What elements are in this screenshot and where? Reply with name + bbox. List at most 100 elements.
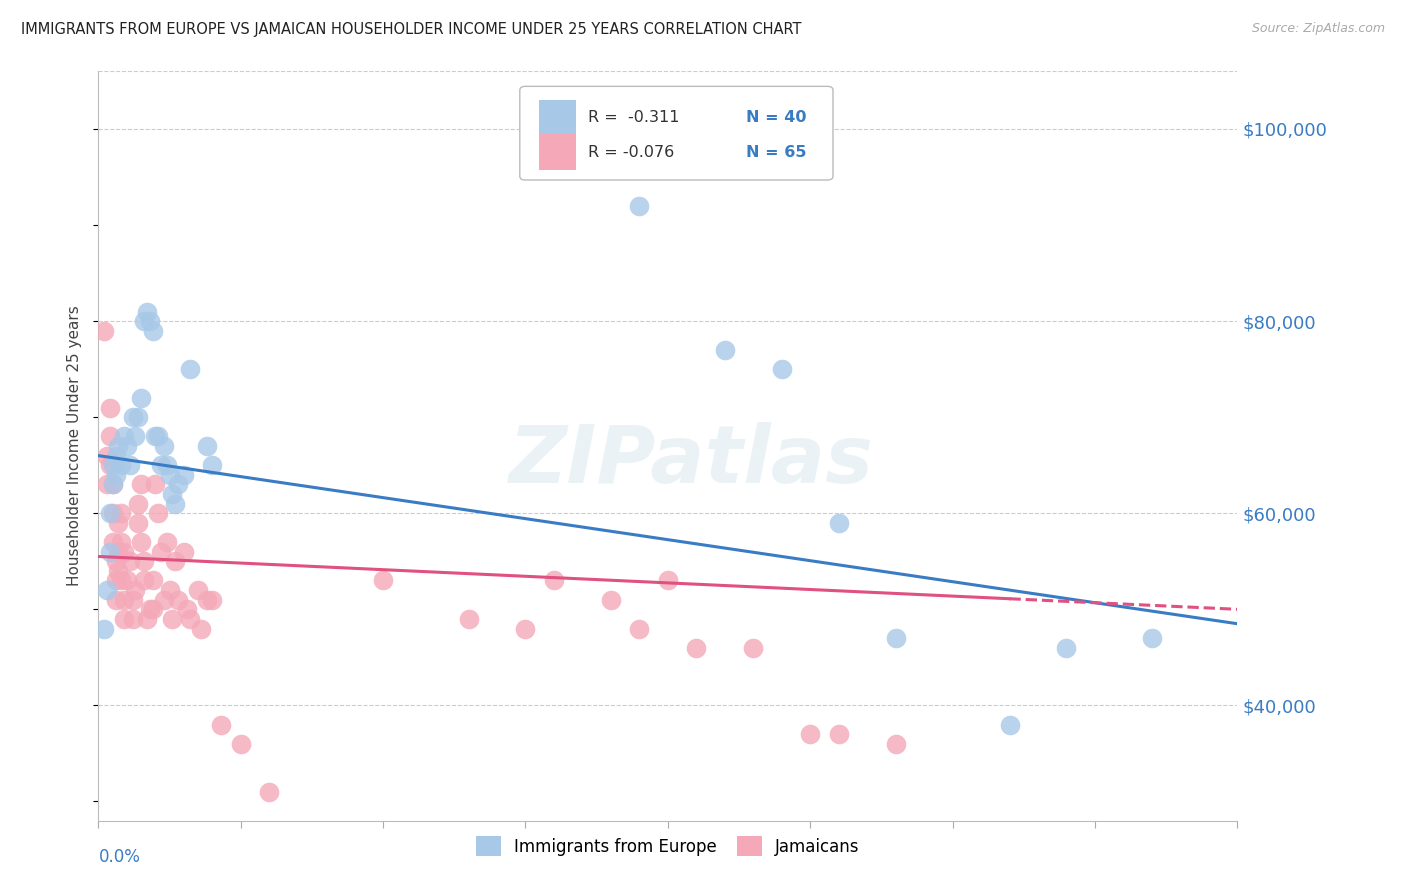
Point: [112, 612, 135, 626]
Point: [115, 439, 138, 453]
Point: [141, 602, 163, 616]
Point: [127, 410, 149, 425]
Point: [156, 458, 179, 473]
Point: [714, 343, 737, 357]
Point: [998, 717, 1021, 731]
Point: [121, 612, 143, 626]
Point: [1140, 631, 1163, 645]
FancyBboxPatch shape: [520, 87, 832, 180]
Point: [141, 324, 163, 338]
Point: [167, 592, 190, 607]
Point: [132, 554, 155, 568]
Y-axis label: Householder Income Under 25 years: Householder Income Under 25 years: [67, 306, 83, 586]
Point: [179, 612, 201, 626]
Point: [685, 640, 707, 655]
Point: [112, 544, 135, 558]
Point: [148, 506, 170, 520]
Point: [127, 516, 149, 530]
Point: [101, 477, 124, 491]
Text: 0.0%: 0.0%: [98, 848, 141, 866]
Point: [195, 439, 218, 453]
Point: [742, 640, 765, 655]
Point: [543, 574, 565, 588]
Text: N = 65: N = 65: [747, 145, 807, 160]
Point: [107, 516, 129, 530]
Point: [112, 592, 135, 607]
Point: [132, 314, 155, 328]
Point: [101, 477, 124, 491]
Point: [179, 362, 201, 376]
Legend: Immigrants from Europe, Jamaicans: Immigrants from Europe, Jamaicans: [468, 828, 868, 864]
Point: [167, 477, 190, 491]
Text: N = 40: N = 40: [747, 111, 807, 125]
Point: [165, 497, 187, 511]
Point: [141, 574, 163, 588]
Point: [104, 554, 127, 568]
Point: [828, 727, 851, 741]
Point: [98, 506, 121, 520]
Point: [118, 458, 141, 473]
Point: [176, 602, 198, 616]
Point: [101, 458, 124, 473]
Text: R = -0.076: R = -0.076: [588, 145, 675, 160]
Point: [153, 439, 176, 453]
Point: [110, 535, 132, 549]
Text: Source: ZipAtlas.com: Source: ZipAtlas.com: [1251, 22, 1385, 36]
Point: [107, 439, 129, 453]
Point: [96, 449, 118, 463]
Point: [884, 737, 907, 751]
Point: [145, 429, 167, 443]
Point: [153, 592, 176, 607]
Point: [93, 622, 115, 636]
Point: [132, 574, 155, 588]
Point: [129, 477, 152, 491]
Point: [159, 583, 181, 598]
Point: [457, 612, 479, 626]
Point: [770, 362, 793, 376]
Point: [115, 574, 138, 588]
Point: [98, 401, 121, 415]
FancyBboxPatch shape: [538, 100, 575, 136]
Point: [173, 467, 195, 482]
Point: [98, 429, 121, 443]
Point: [165, 554, 187, 568]
Point: [150, 544, 173, 558]
Point: [110, 506, 132, 520]
Point: [657, 574, 679, 588]
Point: [129, 535, 152, 549]
Text: IMMIGRANTS FROM EUROPE VS JAMAICAN HOUSEHOLDER INCOME UNDER 25 YEARS CORRELATION: IMMIGRANTS FROM EUROPE VS JAMAICAN HOUSE…: [21, 22, 801, 37]
Point: [162, 612, 184, 626]
Point: [110, 458, 132, 473]
Text: ZIPatlas: ZIPatlas: [508, 422, 873, 500]
Point: [799, 727, 821, 741]
Point: [107, 564, 129, 578]
Point: [104, 592, 127, 607]
Point: [1056, 640, 1078, 655]
Point: [110, 574, 132, 588]
Point: [124, 429, 146, 443]
Point: [201, 458, 224, 473]
Point: [104, 574, 127, 588]
Point: [98, 458, 121, 473]
Point: [145, 477, 167, 491]
Point: [118, 554, 141, 568]
Point: [121, 410, 143, 425]
FancyBboxPatch shape: [538, 134, 575, 170]
Point: [148, 429, 170, 443]
Point: [127, 497, 149, 511]
Point: [112, 429, 135, 443]
Point: [121, 592, 143, 607]
Point: [129, 391, 152, 405]
Point: [138, 602, 160, 616]
Point: [138, 314, 160, 328]
Point: [190, 622, 212, 636]
Point: [229, 737, 252, 751]
Point: [98, 544, 121, 558]
Point: [373, 574, 395, 588]
Point: [101, 506, 124, 520]
Text: R =  -0.311: R = -0.311: [588, 111, 679, 125]
Point: [156, 535, 179, 549]
Point: [195, 592, 218, 607]
Point: [515, 622, 537, 636]
Point: [93, 324, 115, 338]
